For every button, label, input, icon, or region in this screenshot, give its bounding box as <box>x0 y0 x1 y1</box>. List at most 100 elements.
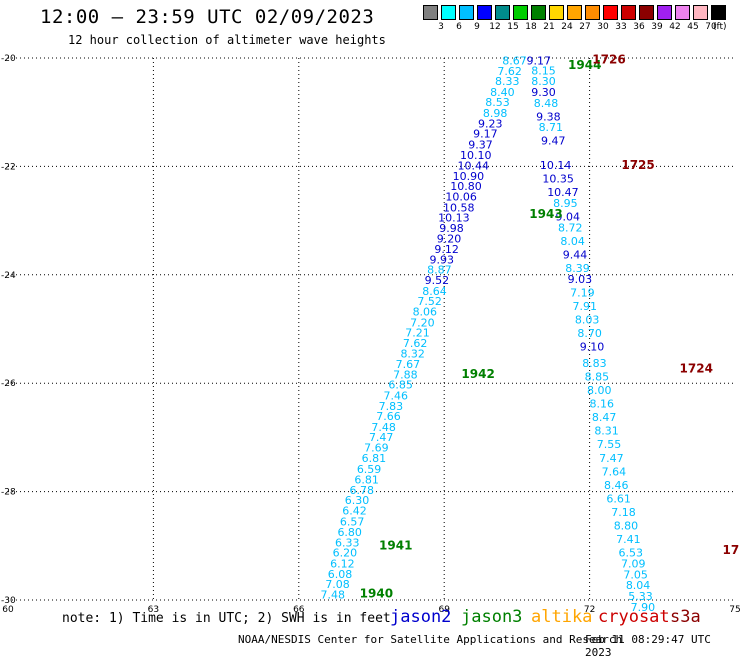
data-label: 8.00 <box>587 384 612 397</box>
color-legend-label: 30 <box>597 22 609 32</box>
data-label: 7.90 <box>631 601 656 614</box>
data-label: 10.44 <box>458 160 490 173</box>
track-time-label: 1944 <box>568 58 601 72</box>
track-time-label: 172 <box>722 543 740 557</box>
data-label: 7.88 <box>393 368 418 381</box>
color-swatch <box>477 5 492 20</box>
data-label: 6.81 <box>362 452 387 465</box>
track-time-label: 1724 <box>680 361 713 375</box>
y-tick-label: -26 <box>1 379 16 389</box>
satellite-legend-jason3: jason3 <box>461 607 523 627</box>
data-label: 8.46 <box>604 479 629 492</box>
data-label: 6.57 <box>340 516 365 529</box>
satellite-legend-altika: altika <box>531 607 593 627</box>
data-label: 9.38 <box>536 110 561 123</box>
data-label: 7.62 <box>497 65 522 78</box>
data-label: 9.47 <box>541 135 566 148</box>
track-time-label: 1725 <box>621 158 654 172</box>
data-label: 10.35 <box>542 173 574 186</box>
data-label: 9.20 <box>437 232 462 245</box>
data-label: 6.81 <box>354 473 379 486</box>
color-swatch <box>711 5 726 20</box>
note-text: note: 1) Time is in UTC; 2) SWH is in fe… <box>62 611 391 626</box>
data-label: 7.41 <box>616 533 641 546</box>
color-swatch <box>549 5 564 20</box>
data-label: 6.42 <box>342 504 367 517</box>
data-label: 9.52 <box>425 274 450 287</box>
color-swatch <box>459 5 474 20</box>
track-time-label: 1726 <box>592 52 625 66</box>
data-label: 5.33 <box>628 590 653 603</box>
satellite-legend-jason2: jason2 <box>390 607 452 627</box>
color-swatch <box>585 5 600 20</box>
data-label: 9.12 <box>434 243 459 256</box>
color-swatch <box>513 5 528 20</box>
y-tick-label: -20 <box>1 54 16 64</box>
data-label: 10.13 <box>438 212 470 225</box>
data-label: 10.90 <box>453 170 485 183</box>
data-label: 7.91 <box>573 300 598 313</box>
data-label: 10.80 <box>450 180 482 193</box>
data-label: 8.03 <box>575 314 600 327</box>
data-label: 10.14 <box>540 159 572 172</box>
data-label: 8.72 <box>558 221 583 234</box>
data-label: 9.37 <box>468 139 493 152</box>
data-label: 6.59 <box>357 463 382 476</box>
data-label: 8.85 <box>585 370 610 383</box>
data-label: 7.19 <box>570 286 595 299</box>
data-label: 8.31 <box>594 425 619 438</box>
data-label: 7.08 <box>325 578 350 591</box>
data-label: 7.47 <box>369 431 394 444</box>
data-label: 7.05 <box>623 568 648 581</box>
color-legend-label: 9 <box>474 22 480 32</box>
data-label: 8.15 <box>531 64 556 77</box>
data-label: 8.53 <box>485 96 510 109</box>
color-swatch <box>531 5 546 20</box>
data-label: 8.06 <box>413 305 438 318</box>
y-tick-label: -24 <box>1 271 16 281</box>
color-legend-label: 42 <box>669 22 681 32</box>
data-label: 9.98 <box>439 222 464 235</box>
data-label: 6.08 <box>328 568 353 581</box>
color-swatch <box>621 5 636 20</box>
data-label: 8.32 <box>400 348 425 361</box>
data-label: 7.64 <box>602 465 627 478</box>
data-label: 6.78 <box>350 484 375 497</box>
color-legend-label: 18 <box>525 22 537 32</box>
data-label: 9.03 <box>568 273 593 286</box>
x-tick-label: 75 <box>729 605 740 615</box>
color-swatch <box>423 5 438 20</box>
data-label: 9.23 <box>478 117 503 130</box>
data-label: 8.40 <box>490 86 515 99</box>
timestamp-text: Feb 11 08:29:47 UTC 2023 <box>585 633 711 659</box>
data-label: 8.16 <box>589 398 614 411</box>
data-label: 6.33 <box>335 536 360 549</box>
color-legend-label: 70 <box>705 22 717 32</box>
color-legend-label: 12 <box>489 22 501 32</box>
data-label: 7.52 <box>417 295 442 308</box>
data-label: 7.48 <box>320 588 345 601</box>
color-legend-label: 27 <box>579 22 591 32</box>
data-label: 7.55 <box>597 438 622 451</box>
data-label: 8.67 <box>502 55 527 68</box>
color-legend-label: 21 <box>543 22 555 32</box>
data-label: 6.61 <box>606 492 631 505</box>
data-label: 8.80 <box>614 520 639 533</box>
color-legend-label: 3 <box>438 22 444 32</box>
color-swatch <box>639 5 654 20</box>
chart-subtitle: 12 hour collection of altimeter wave hei… <box>68 33 386 47</box>
data-label: 7.21 <box>405 327 430 340</box>
y-tick-label: -22 <box>1 162 16 172</box>
color-swatch <box>441 5 456 20</box>
data-label: 8.70 <box>577 327 602 340</box>
data-label: 7.47 <box>599 452 624 465</box>
data-label: 7.66 <box>376 410 401 423</box>
data-label: 6.53 <box>619 547 644 560</box>
data-label: 10.06 <box>445 191 477 204</box>
color-swatch <box>495 5 510 20</box>
data-label: 8.30 <box>531 75 556 88</box>
data-label: 8.33 <box>495 75 520 88</box>
data-label: 8.04 <box>626 579 651 592</box>
color-legend-label: 39 <box>651 22 663 32</box>
